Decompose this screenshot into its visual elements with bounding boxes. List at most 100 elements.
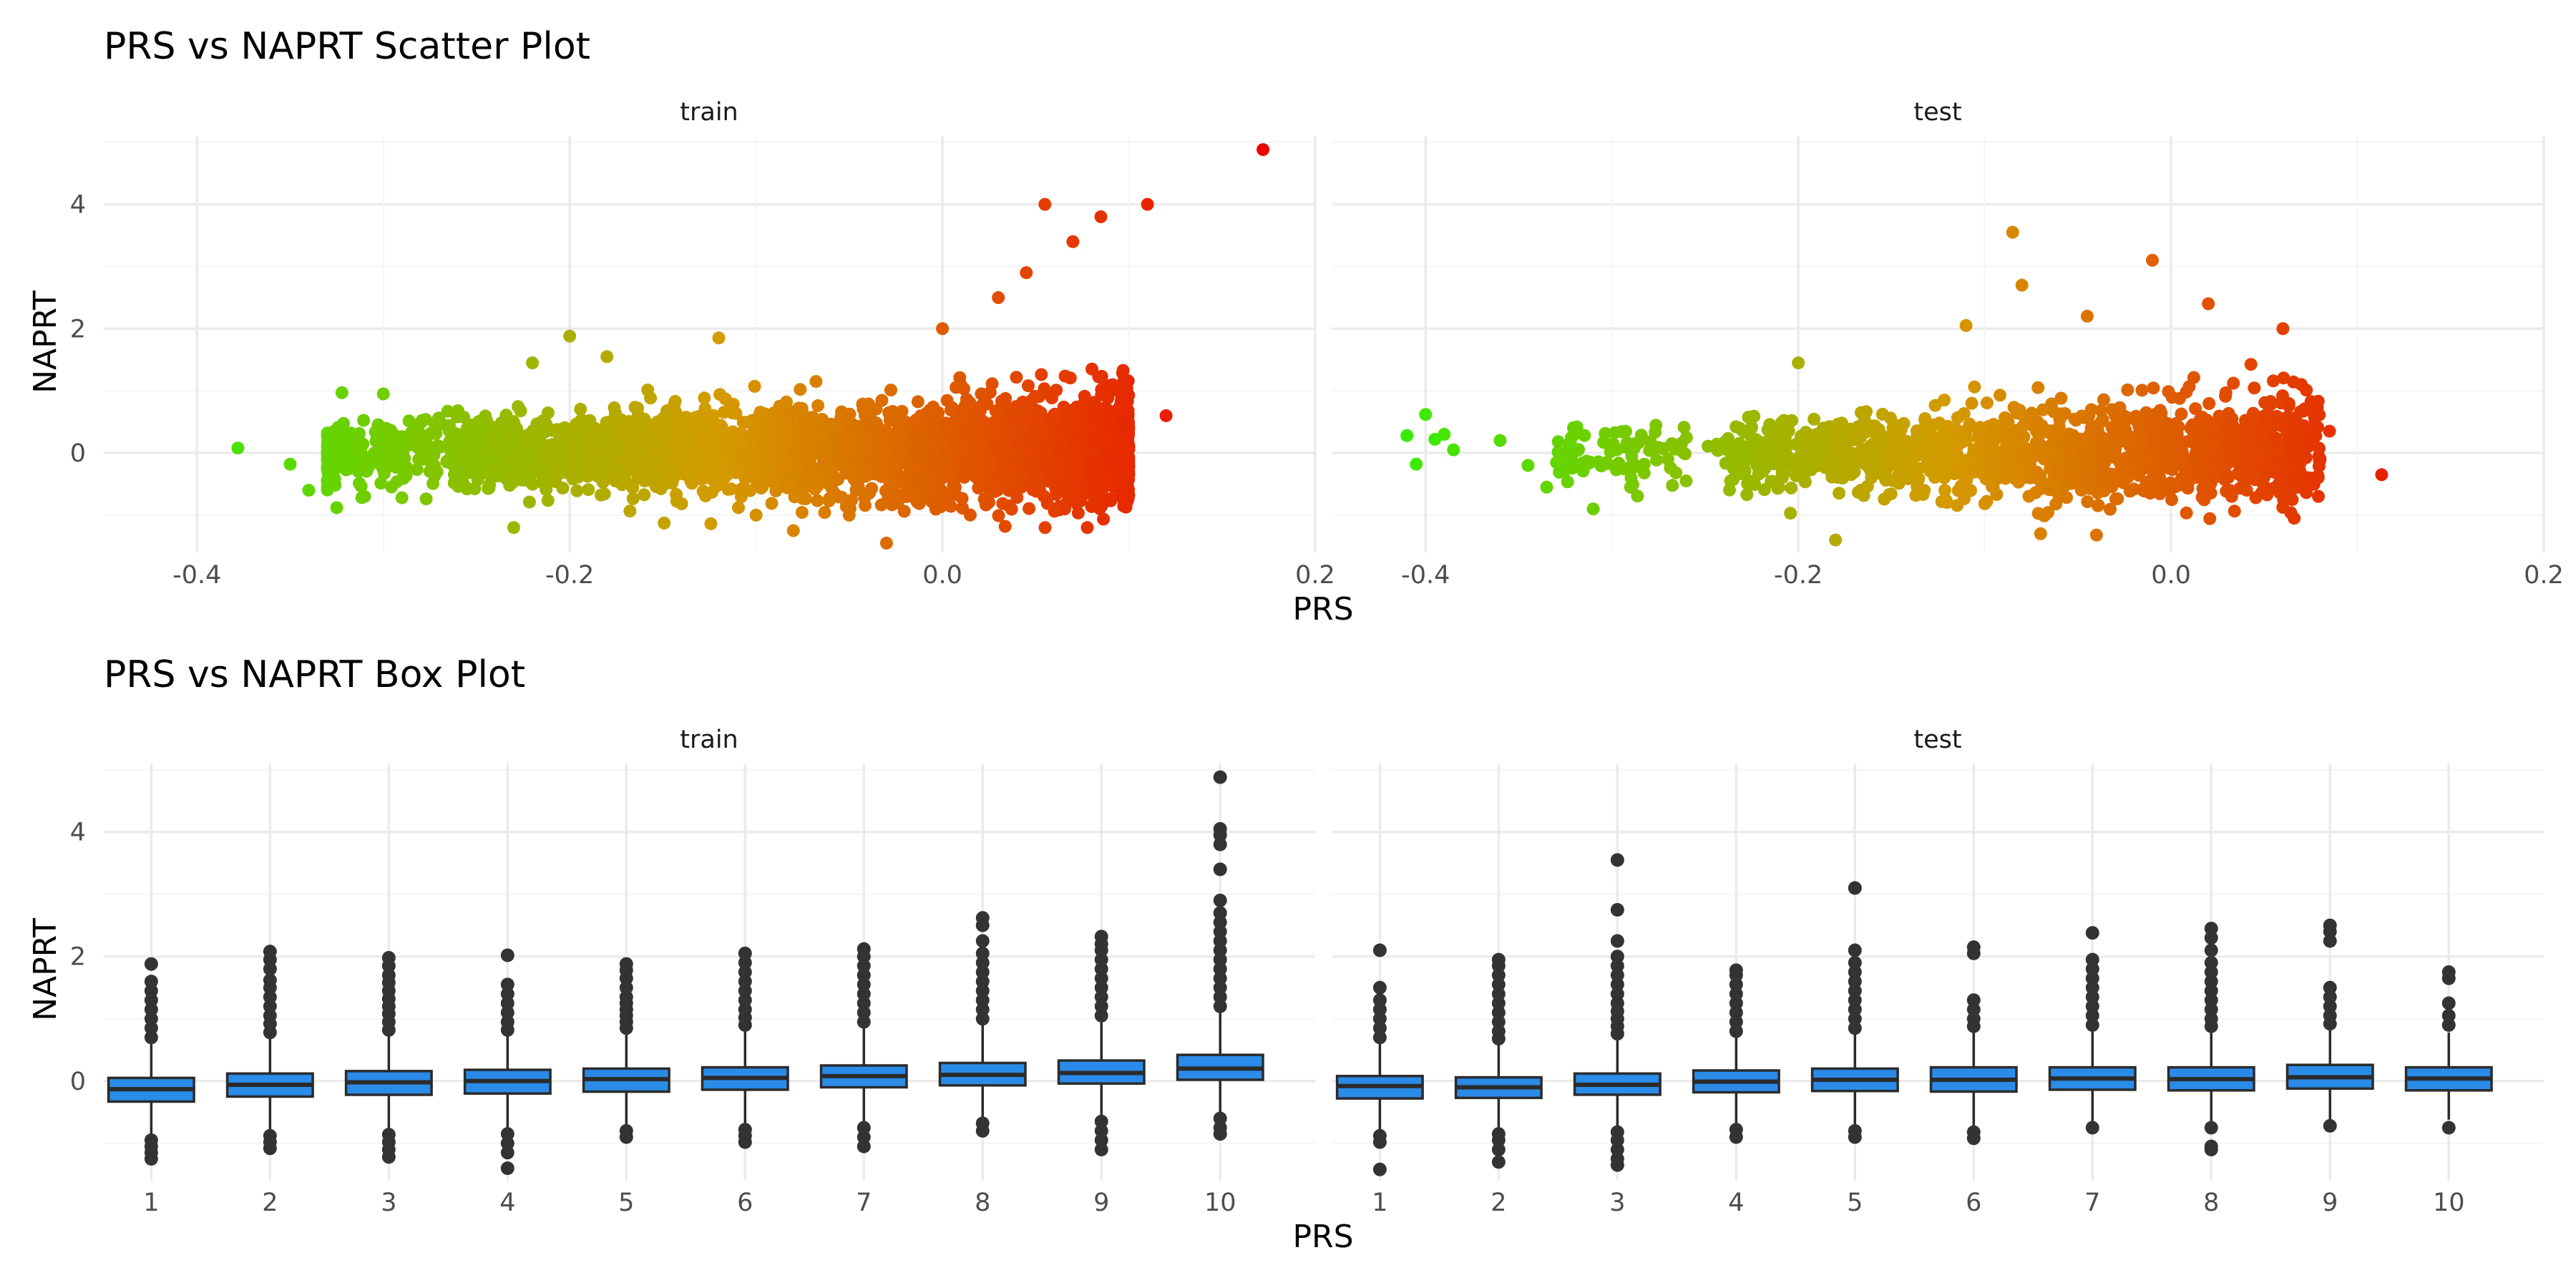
- scatter-train-point: [767, 476, 781, 489]
- scatter-test-point: [2082, 445, 2095, 459]
- scatter-train-point: [1015, 425, 1028, 438]
- scatter-test-point: [2060, 491, 2073, 504]
- scatter-test-point: [2288, 512, 2301, 525]
- scatter-train-point: [638, 488, 651, 502]
- scatter-train-point: [1097, 512, 1111, 526]
- scatter-train-point: [912, 442, 926, 456]
- scatter-train-point: [582, 483, 595, 497]
- box-train-outlier-point: [144, 1152, 158, 1166]
- scatter-test-point: [1729, 420, 1743, 434]
- scatter-train-point: [858, 469, 872, 483]
- scatter-test-point: [2202, 397, 2216, 410]
- box-train-outlier-point: [263, 945, 277, 959]
- scatter-test-point: [2293, 443, 2307, 457]
- scatter-train-point: [490, 436, 504, 449]
- scatter-test-point: [2181, 476, 2195, 489]
- scatter-train-point: [796, 406, 809, 420]
- box-train-outlier-point: [1213, 893, 1227, 907]
- scatter-test-point: [2026, 409, 2039, 422]
- scatter-train-point: [998, 519, 1012, 533]
- scatter-test-point: [1954, 464, 1968, 477]
- scatter-test-point: [2165, 391, 2179, 404]
- scatter-train-point: [346, 431, 360, 445]
- scatter-train-point: [358, 489, 371, 503]
- box-train-outlier-point: [738, 965, 752, 979]
- scatter-test-point: [2081, 495, 2094, 509]
- scatter-test-point: [1860, 405, 1873, 419]
- scatter-train-point: [723, 444, 737, 457]
- box-train-outlier-point: [975, 984, 990, 998]
- scatter-test-point: [2292, 422, 2306, 436]
- scatter-test-point: [2222, 406, 2235, 420]
- scatter-train-point: [862, 397, 875, 411]
- scatter-train-point: [1002, 499, 1016, 512]
- scatter-train-point: [774, 433, 787, 447]
- box-train-outlier-point: [1094, 930, 1108, 944]
- scatter-train-point: [1095, 369, 1108, 383]
- scatter-train-point: [1048, 504, 1061, 518]
- scatter-test-point: [1981, 436, 1994, 450]
- box-train-outlier-point: [1213, 952, 1227, 967]
- scatter-test-point: [2054, 391, 2068, 405]
- box-train-outlier-point: [1213, 980, 1227, 995]
- scatter-train-point: [1141, 197, 1154, 211]
- scatter-train-point: [1085, 408, 1098, 421]
- scatter-test-point: [1911, 473, 1925, 487]
- scatter-train-point: [419, 492, 433, 506]
- scatter-test-point: [2160, 430, 2174, 443]
- box-train-outlier-point: [738, 984, 752, 998]
- scatter-test-point: [1975, 424, 1989, 438]
- scatter-train-point: [1022, 379, 1035, 393]
- scatter-train-point: [600, 350, 614, 364]
- scatter-test-point: [1410, 457, 1423, 471]
- scatter-train-point: [1002, 424, 1015, 438]
- scatter-test-point: [2304, 431, 2318, 445]
- scatter-train-point: [923, 403, 937, 416]
- scatter-train-point: [844, 433, 857, 447]
- scatter-test-point: [1811, 427, 1825, 441]
- scatter-test-point: [1742, 411, 1755, 424]
- scatter-test-point: [1679, 474, 1693, 488]
- scatter-train-point: [924, 473, 937, 487]
- scatter-test-point: [2187, 371, 2200, 384]
- scatter-test-point: [1968, 380, 1981, 394]
- scatter-train-point: [785, 468, 799, 482]
- box-train-outlier-point: [857, 959, 871, 973]
- scatter-train-point: [859, 499, 872, 512]
- scatter-train-point: [980, 397, 994, 411]
- scatter-train-point: [383, 447, 396, 461]
- scatter-test-point: [2263, 465, 2276, 479]
- box-train-outlier-point: [1094, 952, 1108, 967]
- scatter-test-point: [2067, 459, 2081, 472]
- scatter-train-point: [679, 411, 693, 424]
- scatter-test-point: [1916, 488, 1930, 502]
- scatter-test-point: [2069, 476, 2083, 489]
- scatter-test-point: [1419, 408, 1433, 421]
- box-train-outlier-point: [500, 1146, 514, 1160]
- scatter-test-point: [1886, 421, 1900, 434]
- box-train-outlier-point: [975, 993, 990, 1008]
- scatter-train-point: [736, 416, 750, 429]
- scatter-train-point: [1030, 484, 1043, 498]
- scatter-test-point: [1875, 407, 1889, 421]
- scatter-train-point: [875, 394, 889, 407]
- scatter-train-point: [888, 441, 902, 455]
- scatter-test-point: [1597, 436, 1611, 449]
- scatter-test-point: [2082, 474, 2095, 487]
- box-train-outlier-point: [1094, 1008, 1108, 1023]
- scatter-train-point: [823, 441, 836, 454]
- scatter-test-point: [2111, 492, 2124, 505]
- scatter-train-point: [1092, 499, 1106, 512]
- scatter-train-point: [395, 430, 409, 444]
- box-train-outlier-point: [263, 973, 277, 987]
- scatter-train-point: [1104, 494, 1118, 507]
- box-train-outlier-point: [263, 999, 277, 1013]
- scatter-train-point: [1101, 461, 1115, 474]
- scatter-train-point: [519, 452, 532, 466]
- scatter-test-point: [1833, 487, 1846, 500]
- scatter-train-point: [800, 444, 814, 457]
- scatter-train-point: [551, 464, 565, 478]
- scatter-test-point: [1923, 462, 1937, 476]
- scatter-test-point: [2323, 424, 2336, 438]
- scatter-train-point: [748, 379, 761, 393]
